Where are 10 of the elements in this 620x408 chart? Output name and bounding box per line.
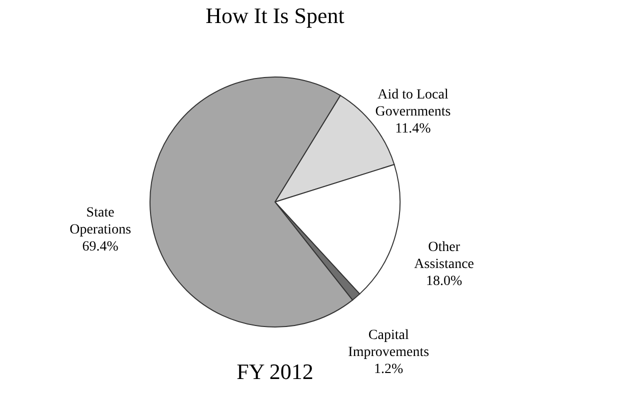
data-label: 11.4% <box>395 121 432 136</box>
text: FY 2012 <box>236 359 314 384</box>
slice-label: Aid to Local Governments <box>375 87 451 120</box>
data-label: 1.2% <box>374 362 404 378</box>
chart-title: How It Is Spent <box>206 3 344 28</box>
slice-label: State Operations <box>70 205 132 238</box>
data-label: 18.0% <box>426 274 462 290</box>
data-label: 69.4% <box>82 239 119 254</box>
slice-label: Capital Improvements <box>348 328 430 360</box>
slice-label: Other Assistance <box>414 240 474 272</box>
